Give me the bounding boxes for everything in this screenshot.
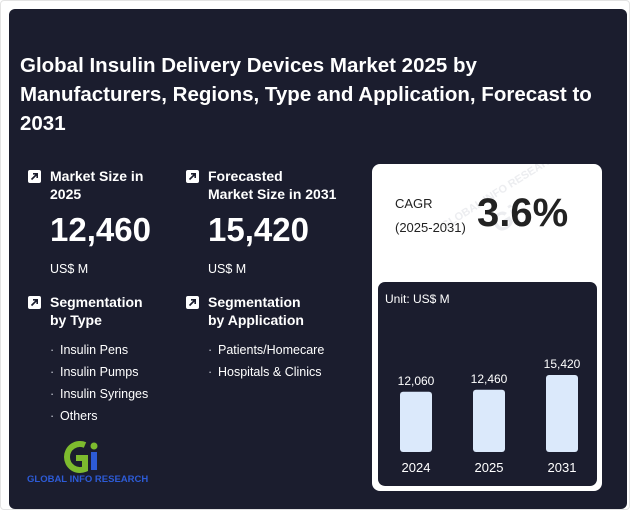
bar-2031	[546, 375, 578, 452]
stat-label: Forecasted Market Size in 2031	[208, 168, 337, 202]
bar-value-label: 15,420	[544, 357, 581, 371]
cagr-label: CAGR (2025-2031)	[395, 196, 466, 235]
list-item: Hospitals & Clinics	[208, 361, 324, 383]
segment-heading: Segmentation by Type	[50, 294, 143, 328]
segmentation-by-application: Segmentation by Application Patients/Hom…	[186, 293, 324, 383]
logo-mark	[64, 441, 98, 473]
list-item: Patients/Homecare	[208, 339, 324, 361]
segment-heading: Segmentation by Application	[208, 294, 304, 328]
segmentation-by-type: Segmentation by Type Insulin Pens Insuli…	[28, 293, 148, 427]
bar-chart-svg: 12,060 2024 12,460 2025 15,420 2031	[398, 357, 581, 475]
list-item: Insulin Pumps	[50, 361, 148, 383]
list-item: Insulin Pens	[50, 339, 148, 361]
application-list: Patients/Homecare Hospitals & Clinics	[208, 339, 324, 383]
cagr-value: 3.6%	[477, 191, 569, 235]
list-item: Others	[50, 405, 148, 427]
stat-label: Market Size in 2025	[50, 168, 144, 202]
chart-unit-label: Unit: US$ M	[385, 292, 450, 306]
x-tick-label: 2025	[475, 460, 504, 475]
market-size-stat: Market Size in 2025 12,460 US$ M	[28, 167, 151, 276]
page-title: Global Insulin Delivery Devices Market 2…	[20, 54, 592, 135]
type-list: Insulin Pens Insulin Pumps Insulin Syrin…	[50, 339, 148, 427]
bar-value-label: 12,460	[471, 372, 508, 386]
stat-value: 12,460	[50, 211, 151, 248]
company-logo: GLOBAL INFO RESEARCH	[27, 439, 157, 489]
x-tick-label: 2031	[548, 460, 577, 475]
logo-text: GLOBAL INFO RESEARCH	[27, 474, 149, 485]
list-item: Insulin Syringes	[50, 383, 148, 405]
x-tick-label: 2024	[402, 460, 431, 475]
cagr-card: GLOBAL INFO RESEARCH Gi CAGR (2025-2031)…	[372, 164, 602, 491]
arrow-up-right-icon	[186, 296, 199, 309]
forecast-size-stat: Forecasted Market Size in 2031 15,420 US…	[186, 167, 336, 276]
stat-value: 15,420	[208, 211, 309, 248]
bar-2024	[400, 391, 432, 452]
bar-value-label: 12,060	[398, 374, 435, 388]
bar-chart: Unit: US$ M 12,060 2024 12,460 2025 15,420 20…	[378, 282, 597, 486]
bar-2025	[473, 389, 505, 452]
stat-unit: US$ M	[208, 262, 247, 276]
arrow-up-right-icon	[28, 170, 41, 183]
arrow-up-right-icon	[186, 170, 199, 183]
stat-unit: US$ M	[50, 262, 89, 276]
arrow-up-right-icon	[28, 296, 41, 309]
